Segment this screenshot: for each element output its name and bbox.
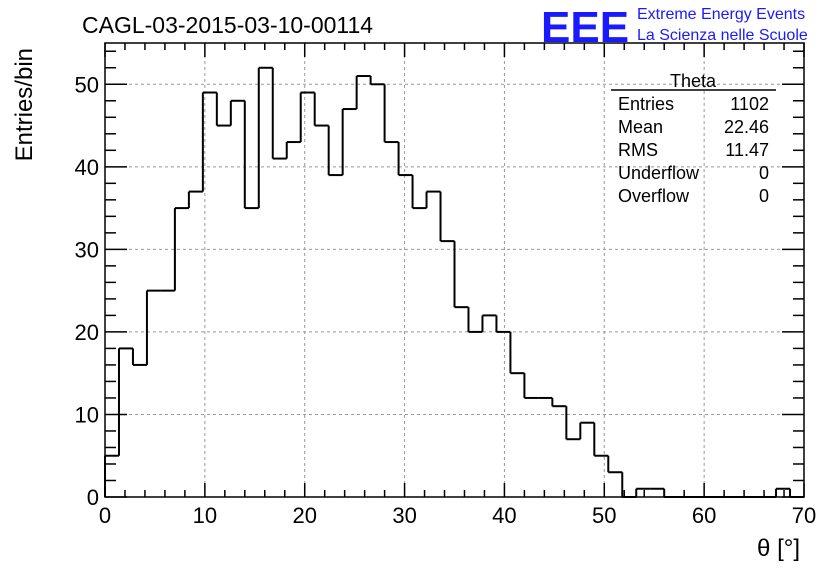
stats-label: Overflow xyxy=(618,186,690,206)
tick-labels: 0 10 20 30 40 50 60 70 0 10 20 30 40 50 xyxy=(75,72,817,528)
y-tick-label: 0 xyxy=(87,485,99,510)
y-tick-label: 20 xyxy=(75,320,99,345)
logo-line1: Extreme Energy Events xyxy=(637,6,805,23)
y-tick-label: 40 xyxy=(75,155,99,180)
stats-box: Theta Entries 1102 Mean 22.46 RMS 11.47 Underf… xyxy=(611,71,776,206)
x-tick-label: 0 xyxy=(99,503,111,528)
x-tick-label: 50 xyxy=(592,503,616,528)
x-axis-label: θ [°] xyxy=(757,535,800,562)
y-tick-label: 30 xyxy=(75,237,99,262)
x-tick-label: 20 xyxy=(292,503,316,528)
stats-label: Mean xyxy=(618,117,663,137)
x-tick-label: 10 xyxy=(193,503,217,528)
stats-value: 1102 xyxy=(730,94,769,114)
stats-value: 22.46 xyxy=(724,117,769,137)
x-tick-label: 30 xyxy=(392,503,416,528)
stats-title: Theta xyxy=(670,71,717,91)
stats-label: Entries xyxy=(618,94,674,114)
y-tick-label: 50 xyxy=(75,72,99,97)
stats-rows: Entries 1102 Mean 22.46 RMS 11.47 Underflow 0 Ov… xyxy=(618,94,769,206)
axes xyxy=(104,42,805,498)
y-axis-label: Entries/bin xyxy=(11,48,38,161)
x-tick-label: 40 xyxy=(492,503,516,528)
histogram xyxy=(104,66,804,498)
grid xyxy=(105,43,804,497)
chart-title: CAGL-03-2015-03-10-00114 xyxy=(82,12,373,38)
y-tick-label: 10 xyxy=(75,402,99,427)
stats-label: RMS xyxy=(618,140,658,160)
stats-value: 0 xyxy=(759,186,769,206)
x-tick-label: 70 xyxy=(792,503,816,528)
eee-logo: EEE Extreme Energy Events La Scienza nel… xyxy=(541,3,808,52)
stats-value: 11.47 xyxy=(725,140,769,160)
x-tick-label: 60 xyxy=(692,503,716,528)
stats-value: 0 xyxy=(759,163,769,183)
ticks xyxy=(104,43,805,498)
plot-frame xyxy=(104,42,805,498)
stats-label: Underflow xyxy=(618,163,700,183)
logo-line2: La Scienza nelle Scuole xyxy=(637,27,808,44)
